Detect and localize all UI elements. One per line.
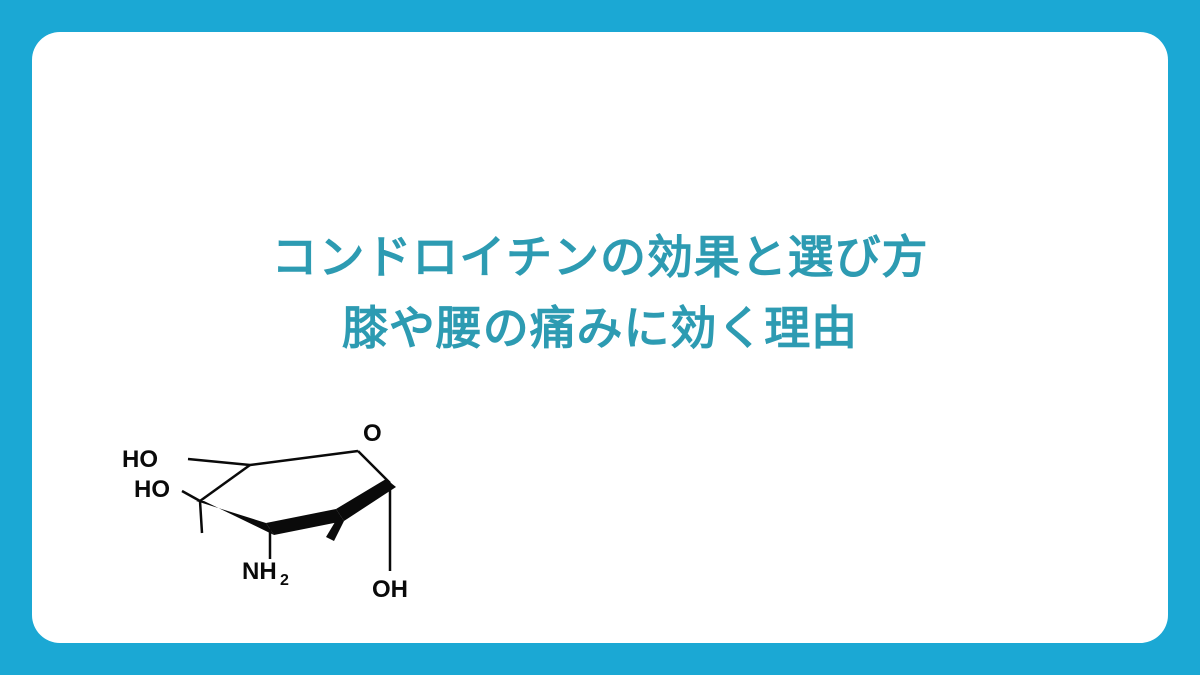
label-nh-sub: 2 <box>280 572 289 589</box>
title-line-1: コンドロイチンの効果と選び方 <box>32 222 1168 293</box>
label-ho-upper: HO <box>122 446 158 473</box>
molecule-structure: O HO HO NH 2 OH <box>110 421 440 611</box>
label-nh: NH <box>242 558 277 585</box>
label-oh: OH <box>372 576 408 603</box>
label-oxygen: O <box>363 421 382 447</box>
content-card: コンドロイチンの効果と選び方 膝や腰の痛みに効く理由 <box>32 32 1168 643</box>
label-ho-lower: HO <box>134 476 170 503</box>
title-block: コンドロイチンの効果と選び方 膝や腰の痛みに効く理由 <box>32 222 1168 365</box>
title-line-2: 膝や腰の痛みに効く理由 <box>32 293 1168 364</box>
